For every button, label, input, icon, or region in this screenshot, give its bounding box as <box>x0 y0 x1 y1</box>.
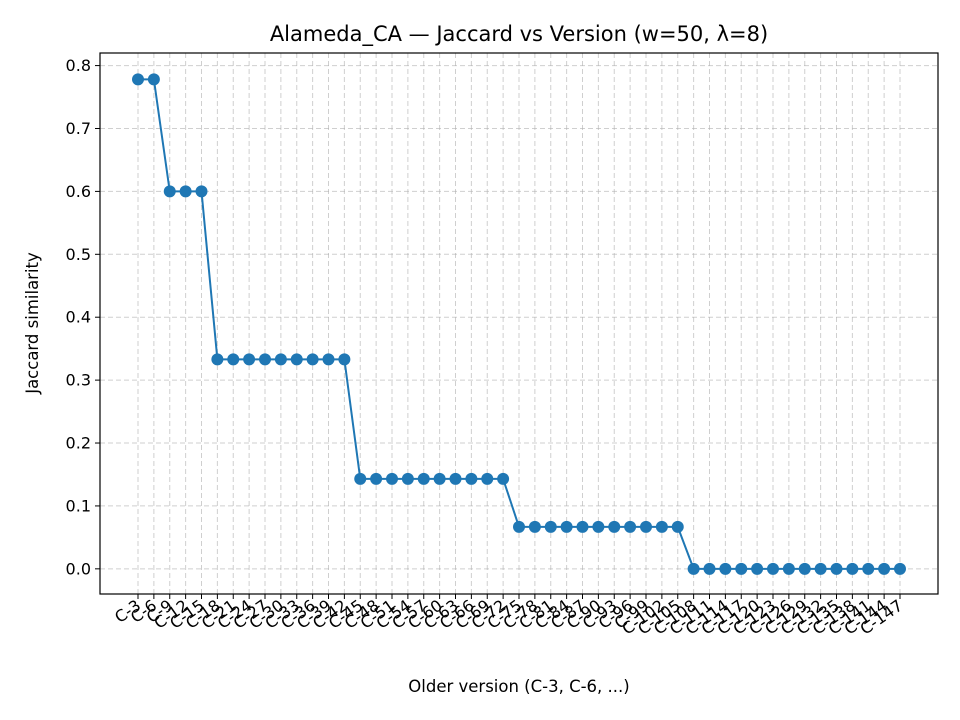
y-tick-label: 0.6 <box>66 182 91 201</box>
y-tick-label: 0.8 <box>66 56 91 75</box>
data-point <box>751 562 764 575</box>
data-point <box>433 472 446 485</box>
data-point <box>671 520 684 533</box>
y-tick-label: 0.7 <box>66 119 91 138</box>
data-point <box>624 520 637 533</box>
data-point <box>227 353 240 366</box>
data-points <box>132 73 906 575</box>
chart-title: Alameda_CA — Jaccard vs Version (w=50, λ… <box>270 22 768 47</box>
y-tick-label: 0.4 <box>66 308 91 327</box>
data-point <box>259 353 271 366</box>
data-point <box>513 520 525 533</box>
data-point <box>386 472 398 485</box>
data-point <box>481 472 494 485</box>
data-point <box>528 520 541 533</box>
x-axis-title: Older version (C-3, C-6, ...) <box>408 677 629 696</box>
data-point <box>608 520 621 533</box>
data-point <box>163 185 176 198</box>
data-point <box>767 562 779 575</box>
x-axis-ticks: C-3C-6C-9C-12C-15C-18C-21C-24C-27C-30C-3… <box>111 594 906 639</box>
data-point <box>576 520 589 533</box>
y-axis-ticks: 0.0 0.1 0.2 0.3 0.4 0.5 0.6 0.7 0.8 <box>66 56 100 578</box>
data-point <box>782 562 795 575</box>
data-point <box>735 562 748 575</box>
data-point <box>132 73 144 86</box>
data-point <box>497 472 510 485</box>
data-point <box>306 353 319 366</box>
data-point <box>862 562 875 575</box>
data-point <box>322 353 335 366</box>
y-tick-label: 0.1 <box>66 496 91 515</box>
data-point <box>655 520 668 533</box>
data-point <box>894 562 906 575</box>
data-point <box>417 472 430 485</box>
data-point <box>465 472 478 485</box>
data-point <box>449 472 462 485</box>
data-point <box>290 353 303 366</box>
data-point <box>846 562 859 575</box>
data-point <box>544 520 557 533</box>
data-point <box>719 562 732 575</box>
data-point <box>798 562 811 575</box>
data-point <box>830 562 843 575</box>
data-point <box>211 353 224 366</box>
data-point <box>687 562 700 575</box>
y-tick-label: 0.3 <box>66 371 91 390</box>
y-tick-label: 0.2 <box>66 434 91 453</box>
data-point <box>878 562 891 575</box>
data-point <box>560 520 573 533</box>
grid-lines <box>100 53 938 594</box>
data-point <box>354 472 367 485</box>
data-point <box>401 472 414 485</box>
data-point <box>147 73 160 86</box>
data-point <box>592 520 605 533</box>
data-point <box>274 353 287 366</box>
y-tick-label: 0.0 <box>66 559 91 578</box>
data-point <box>338 353 351 366</box>
y-axis-title: Jaccard similarity <box>23 252 42 395</box>
data-point <box>703 562 716 575</box>
data-point <box>370 472 383 485</box>
y-tick-label: 0.5 <box>66 245 91 264</box>
data-point <box>243 353 256 366</box>
data-point <box>640 520 652 533</box>
data-point <box>195 185 208 198</box>
data-point <box>179 185 192 198</box>
data-point <box>814 562 827 575</box>
